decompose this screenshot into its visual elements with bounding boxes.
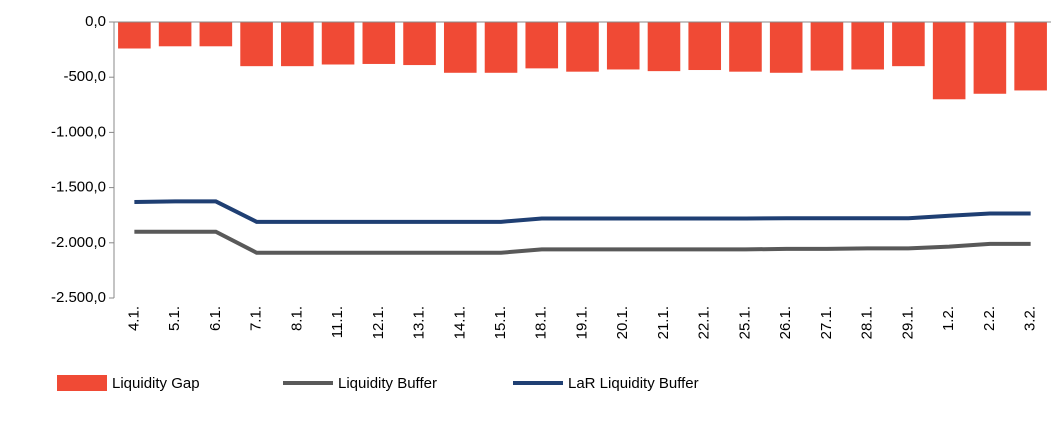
y-tick-label: -2.000,0	[51, 234, 106, 251]
x-tick-label: 7.1.	[248, 306, 265, 331]
bar	[321, 22, 355, 65]
x-tick-label: 2.2.	[981, 306, 998, 331]
x-tick-label: 11.1.	[329, 306, 346, 338]
x-tick-label: 20.1.	[614, 306, 631, 339]
x-tick-label: 1.2.	[940, 306, 957, 331]
legend-label: Liquidity Gap	[112, 375, 200, 392]
x-tick-label: 22.1.	[696, 306, 713, 339]
bar	[281, 22, 314, 67]
bar	[484, 22, 518, 73]
x-tick-label: 12.1.	[370, 306, 387, 339]
bar	[973, 22, 1007, 94]
y-tick-label: -1.000,0	[51, 123, 106, 140]
bar	[240, 22, 273, 67]
line	[134, 229, 1031, 255]
x-tick-label: 8.1.	[288, 306, 305, 331]
legend-label: LaR Liquidity Buffer	[568, 375, 699, 392]
bar	[769, 22, 803, 73]
x-tick-label: 13.1.	[411, 306, 428, 339]
x-tick-label: 18.1.	[533, 306, 550, 339]
bar	[158, 22, 192, 47]
bar	[729, 22, 762, 72]
x-tick-label: 27.1.	[818, 306, 835, 339]
bar	[892, 22, 925, 67]
x-tick-label: 6.1.	[207, 306, 224, 331]
y-tick-label: -500,0	[63, 68, 106, 85]
x-tick-label: 15.1.	[492, 306, 509, 339]
legend-swatch	[57, 375, 107, 391]
bar	[403, 22, 436, 66]
bar	[810, 22, 844, 71]
x-tick-label: 25.1.	[736, 306, 753, 339]
x-tick-label: 5.1.	[166, 306, 183, 331]
bar	[851, 22, 884, 70]
x-tick-label: 29.1.	[899, 306, 916, 339]
line	[134, 199, 1031, 224]
bar	[1014, 22, 1047, 91]
bar	[525, 22, 559, 69]
legend-label: Liquidity Buffer	[338, 375, 437, 392]
x-tick-label: 21.1.	[655, 306, 672, 339]
x-tick-label: 26.1.	[777, 306, 794, 339]
x-tick-label: 14.1.	[451, 306, 468, 339]
bar	[932, 22, 966, 100]
bar	[688, 22, 722, 71]
x-tick-label: 19.1.	[573, 306, 590, 339]
x-tick-label: 28.1.	[859, 306, 876, 339]
bar	[443, 22, 477, 73]
x-tick-label: 4.1.	[125, 306, 142, 331]
x-tick-label: 3.2.	[1022, 306, 1039, 331]
bar	[606, 22, 640, 70]
y-tick-label: 0,0	[85, 13, 106, 30]
bar	[647, 22, 681, 72]
bar	[566, 22, 599, 72]
y-tick-label: -1.500,0	[51, 179, 106, 196]
bar	[362, 22, 396, 64]
bar	[118, 22, 151, 49]
y-tick-label: -2.500,0	[51, 289, 106, 306]
bar	[199, 22, 233, 47]
